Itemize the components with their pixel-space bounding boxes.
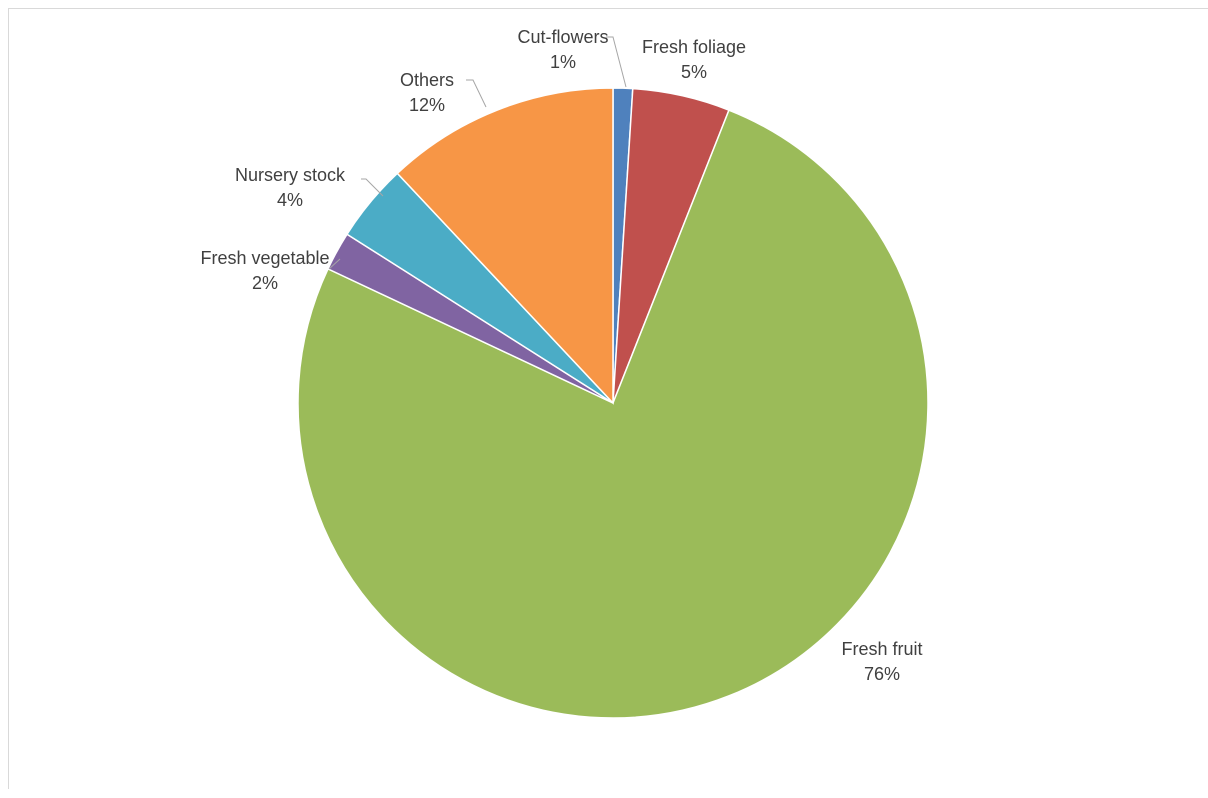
slice-label: Fresh fruit [841, 639, 922, 659]
slice-value-label: 2% [252, 273, 278, 293]
slice-label: Fresh foliage [642, 37, 746, 57]
slice-label: Nursery stock [235, 165, 346, 185]
leader-line [328, 258, 341, 270]
slice-value-label: 5% [681, 62, 707, 82]
slice-value-label: 76% [864, 664, 900, 684]
slice-label: Cut-flowers [517, 27, 608, 47]
leader-line [361, 178, 384, 197]
pie-chart: Cut-flowers 1% Fresh foliage 5% Fresh fruit 7… [200, 27, 929, 719]
leader-line [466, 79, 487, 108]
chart-area: Cut-flowers 1% Fresh foliage 5% Fresh fruit 7… [8, 8, 1208, 789]
slice-label: Others [400, 70, 454, 90]
slice-value-label: 1% [550, 52, 576, 72]
slice-value-label: 4% [277, 190, 303, 210]
pie-labels: Cut-flowers 1% Fresh foliage 5% Fresh fruit 7… [200, 27, 922, 684]
leader-line [606, 36, 627, 88]
slice-value-label: 12% [409, 95, 445, 115]
pie-slice-fresh-fruit [297, 109, 929, 719]
pie-slices [297, 87, 929, 719]
pie-slice-others [396, 87, 614, 405]
slice-label: Fresh vegetable [200, 248, 329, 268]
